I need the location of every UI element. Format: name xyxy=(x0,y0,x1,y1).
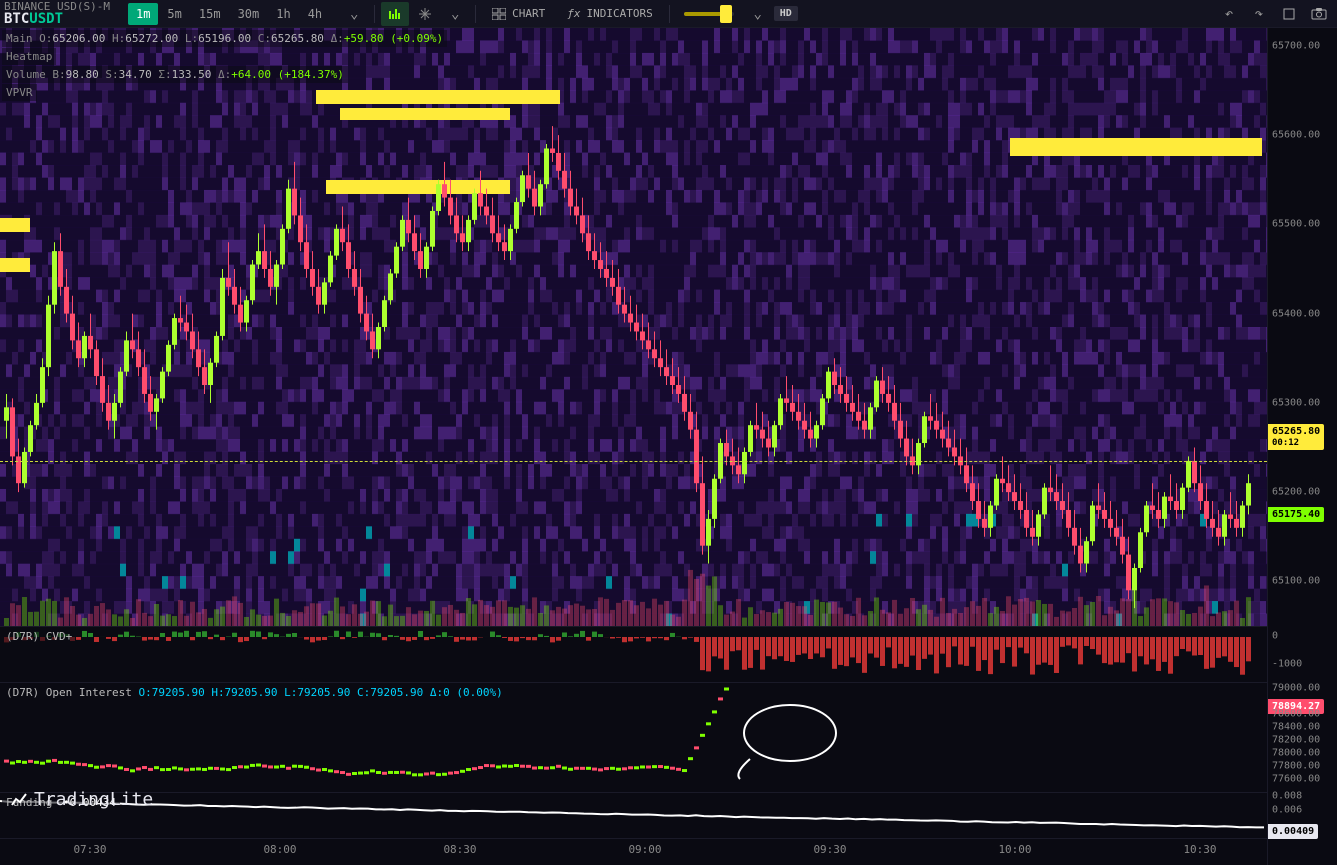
indicators-button[interactable]: ƒx INDICATORS xyxy=(557,3,662,24)
redo-icon[interactable]: ↷ xyxy=(1245,2,1273,26)
oi-axis-label: 77600.00 xyxy=(1272,774,1320,785)
divider xyxy=(374,5,375,23)
current-price-tag: 65265.8000:12 xyxy=(1268,424,1324,450)
timeframe-4h[interactable]: 4h xyxy=(300,3,330,25)
oi-axis-label: 78000.00 xyxy=(1272,748,1320,759)
time-label: 07:30 xyxy=(73,843,106,856)
grid-icon xyxy=(492,8,506,20)
funding-chart xyxy=(0,793,1267,839)
screenshot-icon[interactable] xyxy=(1305,2,1333,26)
volume-label: Volume xyxy=(6,68,46,81)
open-interest-panel[interactable]: (D7R) Open Interest O:79205.90 H:79205.9… xyxy=(0,682,1337,792)
dropdown-icon[interactable]: ⌄ xyxy=(441,2,469,26)
volume-values: B:98.80 S:34.70 Σ:133.50 Δ:+64.00 (+184.… xyxy=(52,68,343,81)
candlestick-chart[interactable] xyxy=(0,28,1267,626)
price-tick: 65600.00 xyxy=(1272,130,1320,141)
timeframe-group: 1m5m15m30m1h4h xyxy=(128,3,330,25)
heatmap-label-row: Heatmap xyxy=(2,48,56,65)
oi-axis-label: 78400.00 xyxy=(1272,722,1320,733)
funding-axis-label: 0.006 xyxy=(1272,805,1302,816)
time-label: 09:30 xyxy=(813,843,846,856)
last-price-tag: 65175.40 xyxy=(1268,507,1324,522)
oi-values: O:79205.90 H:79205.90 L:79205.90 C:79205… xyxy=(138,686,502,699)
cvd-axis-label: 0 xyxy=(1272,631,1278,642)
hd-badge[interactable]: HD xyxy=(774,6,798,21)
funding-panel[interactable]: Funding •0.00434 TradingLite xyxy=(0,792,1337,838)
price-tick: 65500.00 xyxy=(1272,219,1320,230)
main-chart-panel[interactable]: Main O:65206.00 H:65272.00 L:65196.00 C:… xyxy=(0,28,1337,626)
logo-icon xyxy=(10,791,28,809)
timeframe-1h[interactable]: 1h xyxy=(268,3,298,25)
watermark-text: TradingLite xyxy=(34,789,153,810)
time-label: 10:00 xyxy=(998,843,1031,856)
time-label: 08:30 xyxy=(443,843,476,856)
cvd-chart xyxy=(0,627,1267,683)
oi-axis-label: 79000.00 xyxy=(1272,683,1320,694)
oi-axis-label: 77800.00 xyxy=(1272,761,1320,772)
timeframe-5m[interactable]: 5m xyxy=(159,3,189,25)
vpvr-label-row: VPVR xyxy=(2,84,37,101)
price-tick: 65300.00 xyxy=(1272,397,1320,408)
funding-axis-label: 0.00409 xyxy=(1268,824,1318,839)
current-price-line xyxy=(0,461,1267,462)
slider-dropdown-icon[interactable]: ⌄ xyxy=(744,2,772,26)
top-toolbar: BINANCE USD(S)-M BTCUSDT 1m5m15m30m1h4h … xyxy=(0,0,1337,28)
cvd-axis-label: -1000 xyxy=(1272,659,1302,670)
exchange-label: BINANCE USD(S)-M BTCUSDT xyxy=(4,1,118,26)
timeframe-1m[interactable]: 1m xyxy=(128,3,158,25)
price-axis: 65700.00 65600.00 65500.00 65400.00 65300.00… xyxy=(1267,28,1337,865)
cvd-panel[interactable]: (D7R) CVD+ xyxy=(0,626,1337,682)
cvd-label: (D7R) CVD+ xyxy=(2,629,76,644)
time-axis: 07:30 08:00 08:30 09:00 09:30 10:00 10:30 xyxy=(0,838,1337,862)
price-tick: 65100.00 xyxy=(1272,576,1320,587)
heatmap-label: Heatmap xyxy=(6,50,52,63)
volume-info-row: Volume B:98.80 S:34.70 Σ:133.50 Δ:+64.00… xyxy=(2,66,348,83)
oi-axis-label: 78200.00 xyxy=(1272,735,1320,746)
watermark: TradingLite xyxy=(10,789,153,810)
chart-type-icon[interactable] xyxy=(381,2,409,26)
price-tick: 65200.00 xyxy=(1272,487,1320,498)
oi-axis-label: 78600.00 xyxy=(1272,709,1320,720)
pair-base[interactable]: BTC xyxy=(4,11,29,27)
price-tick: 65700.00 xyxy=(1272,40,1320,51)
drawing-tool-icon[interactable] xyxy=(411,2,439,26)
tf-more-icon[interactable]: ⌄ xyxy=(340,2,368,26)
main-ohlc-row: Main O:65206.00 H:65272.00 L:65196.00 C:… xyxy=(2,30,447,47)
ohlc-values: O:65206.00 H:65272.00 L:65196.00 C:65265… xyxy=(39,32,443,45)
heatmap-intensity-slider[interactable] xyxy=(684,12,734,16)
funding-axis-label: 0.008 xyxy=(1272,791,1302,802)
vpvr-label: VPVR xyxy=(6,86,33,99)
time-label: 09:00 xyxy=(628,843,661,856)
price-tick: 65400.00 xyxy=(1272,308,1320,319)
fx-icon: ƒx xyxy=(567,7,580,20)
oi-label-row: (D7R) Open Interest O:79205.90 H:79205.9… xyxy=(2,685,507,700)
timeframe-30m[interactable]: 30m xyxy=(230,3,268,25)
divider xyxy=(475,5,476,23)
chart-button[interactable]: CHART xyxy=(482,3,555,24)
time-label: 10:30 xyxy=(1183,843,1216,856)
indicators-label: INDICATORS xyxy=(587,7,653,20)
undo-icon[interactable]: ↶ xyxy=(1215,2,1243,26)
oi-label: (D7R) Open Interest xyxy=(6,686,132,699)
main-label: Main xyxy=(6,32,33,45)
timeframe-15m[interactable]: 15m xyxy=(191,3,229,25)
chart-label: CHART xyxy=(512,7,545,20)
time-label: 08:00 xyxy=(263,843,296,856)
fullscreen-icon[interactable] xyxy=(1275,2,1303,26)
pair-quote[interactable]: USDT xyxy=(29,11,63,27)
divider xyxy=(669,5,670,23)
